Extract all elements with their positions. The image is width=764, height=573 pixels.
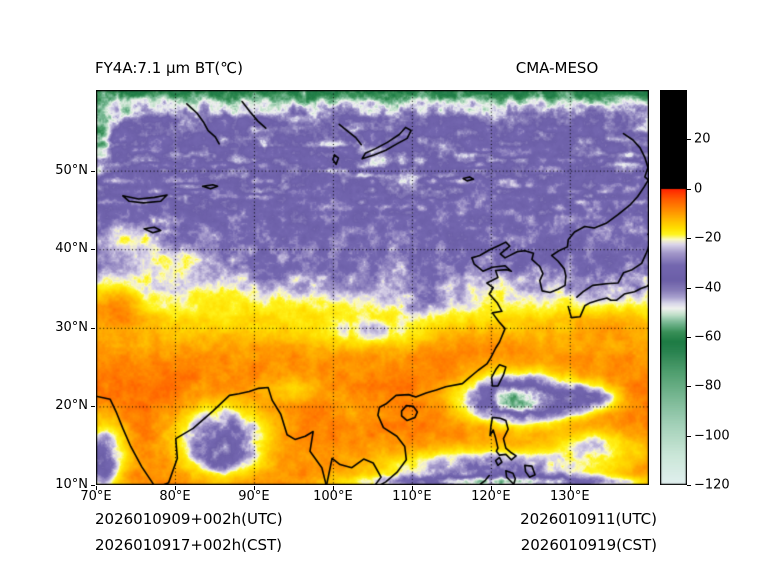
plot-title-right: CMA-MESO [515,59,599,77]
x-tick-label: 130°E [550,489,590,504]
colorbar-tick-label: −20 [694,230,722,246]
colorbar-tick-mark [687,238,691,240]
x-tick-mark [174,486,176,490]
plot-title-left: FY4A:7.1 μm BT(℃) [95,59,243,77]
colorbar-tick-mark [687,139,691,141]
satellite-bt-map-canvas [96,90,649,485]
footer-left-cst: 2026010917+002h(CST) [95,536,283,554]
colorbar-tick-label: −40 [694,280,722,295]
y-tick-label: 20°N [55,398,88,414]
y-tick-mark [91,485,95,486]
colorbar-tick-mark [687,485,691,486]
x-tick-label: 90°E [238,489,270,504]
y-tick-label: 50°N [55,162,88,178]
y-tick-label: 40°N [55,241,88,257]
x-tick-label: 100°E [313,489,353,504]
colorbar-tick-label: −120 [694,477,730,493]
colorbar-tick-label: −100 [694,428,730,444]
x-tick-label: 80°E [159,489,191,504]
y-tick-mark [91,170,95,172]
colorbar-tick-mark [687,287,691,289]
colorbar-tick-mark [687,435,691,437]
x-tick-label: 70°E [80,489,112,504]
footer-right-cst: 2026010919(CST) [520,536,657,554]
y-tick-mark [91,327,95,329]
colorbar-tick-label: 20 [694,131,711,147]
x-tick-mark [490,486,492,490]
x-tick-label: 110°E [392,489,432,504]
colorbar-canvas [660,90,687,485]
x-tick-mark [569,486,571,490]
y-tick-label: 30°N [55,319,88,335]
y-tick-mark [91,406,95,408]
footer-left-utc: 2026010909+002h(UTC) [95,510,283,528]
x-tick-mark [96,486,97,490]
x-tick-mark [332,486,334,490]
y-tick-label: 10°N [55,477,88,492]
x-tick-label: 120°E [471,489,511,504]
y-tick-mark [91,249,95,251]
colorbar-tick-label: −80 [694,378,722,394]
colorbar-tick-label: 0 [694,181,703,197]
colorbar-tick-label: −60 [694,329,722,345]
x-tick-mark [253,486,255,490]
x-tick-mark [411,486,413,490]
colorbar-tick-mark [687,386,691,388]
colorbar-tick-mark [687,336,691,338]
colorbar-tick-mark [687,188,691,190]
footer-right-utc: 2026010911(UTC) [520,510,657,528]
